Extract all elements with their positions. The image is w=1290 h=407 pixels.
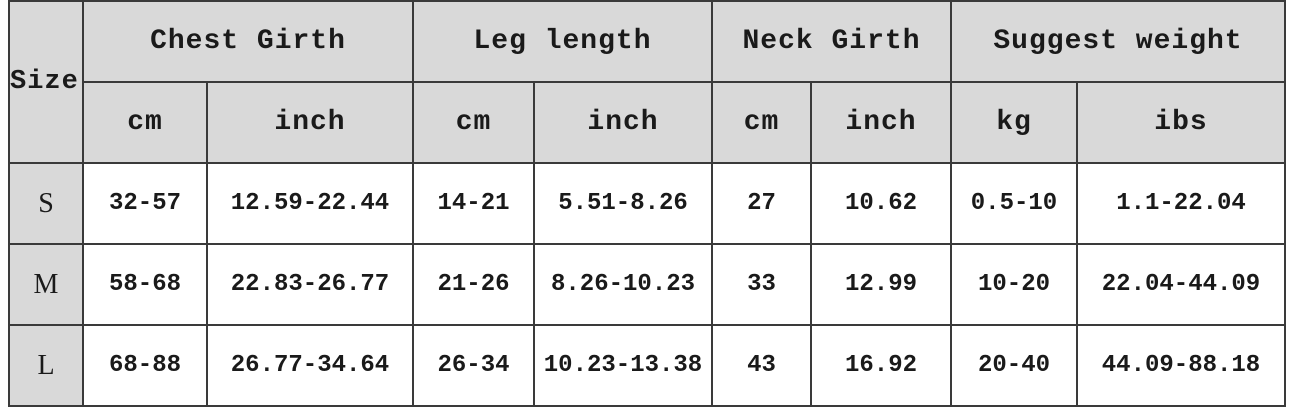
value-cell: 20-40	[950, 324, 1078, 407]
value-cell: 22.04-44.09	[1076, 243, 1286, 326]
value-cell: 14-21	[412, 162, 535, 245]
table-row: S 32-57 12.59-22.44 14-21 5.51-8.26 27 10.62 0.…	[8, 162, 1286, 245]
unit-header: inch	[810, 81, 952, 164]
value-cell: 68-88	[82, 324, 208, 407]
value-cell: 16.92	[810, 324, 952, 407]
table-row: M 58-68 22.83-26.77 21-26 8.26-10.23 33 12.99 1…	[8, 243, 1286, 326]
value-cell: 22.83-26.77	[206, 243, 414, 326]
unit-header: ibs	[1076, 81, 1286, 164]
value-cell: 27	[711, 162, 812, 245]
unit-header: kg	[950, 81, 1078, 164]
value-cell: 10.23-13.38	[533, 324, 713, 407]
value-cell: 32-57	[82, 162, 208, 245]
value-cell: 10-20	[950, 243, 1078, 326]
unit-header: cm	[82, 81, 208, 164]
header-row-units: cm inch cm inch cm inch kg ibs	[9, 81, 1286, 164]
value-cell: 33	[711, 243, 812, 326]
group-neck-girth: Neck Girth	[711, 0, 952, 83]
size-header: Size	[8, 0, 84, 164]
value-cell: 58-68	[82, 243, 208, 326]
unit-header: cm	[711, 81, 812, 164]
size-chart-table: Size Chest Girth Leg length Neck Girth S…	[8, 0, 1286, 407]
value-cell: 10.62	[810, 162, 952, 245]
value-cell: 12.59-22.44	[206, 162, 414, 245]
value-cell: 1.1-22.04	[1076, 162, 1286, 245]
size-cell: M	[8, 243, 84, 326]
value-cell: 21-26	[412, 243, 535, 326]
group-leg-length: Leg length	[412, 0, 713, 83]
value-cell: 5.51-8.26	[533, 162, 713, 245]
table-row: L 68-88 26.77-34.64 26-34 10.23-13.38 43 16.92…	[8, 324, 1286, 407]
group-suggest-weight: Suggest weight	[950, 0, 1286, 83]
value-cell: 26-34	[412, 324, 535, 407]
unit-header: cm	[412, 81, 535, 164]
header-row-groups: Size Chest Girth Leg length Neck Girth S…	[8, 0, 1286, 164]
group-chest-girth: Chest Girth	[82, 0, 414, 83]
unit-header: inch	[206, 81, 414, 164]
value-cell: 0.5-10	[950, 162, 1078, 245]
value-cell: 26.77-34.64	[206, 324, 414, 407]
value-cell: 8.26-10.23	[533, 243, 713, 326]
value-cell: 12.99	[810, 243, 952, 326]
size-cell: S	[8, 162, 84, 245]
unit-header: inch	[533, 81, 713, 164]
value-cell: 44.09-88.18	[1076, 324, 1286, 407]
value-cell: 43	[711, 324, 812, 407]
size-cell: L	[8, 324, 84, 407]
